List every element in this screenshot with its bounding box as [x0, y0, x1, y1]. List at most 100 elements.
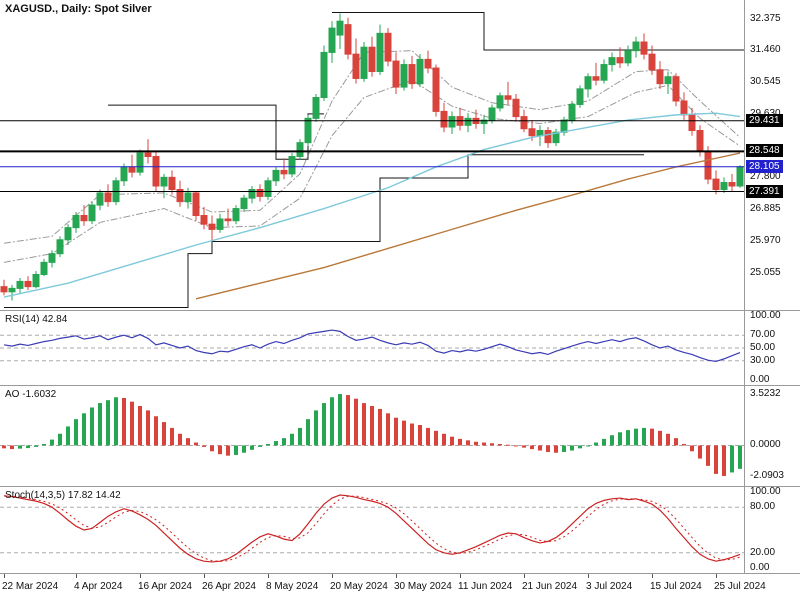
dashdot-band-lower	[3, 79, 741, 263]
ao-bar	[82, 413, 86, 446]
rsi-axis-label: 100.00	[750, 310, 781, 321]
ao-bar	[122, 397, 126, 446]
candle-body	[728, 182, 736, 187]
ao-bar	[226, 445, 230, 456]
ao-bar	[402, 420, 406, 446]
candle-body	[592, 76, 600, 81]
separator-ao-stoch[interactable]	[0, 486, 800, 487]
ao-bar	[114, 397, 118, 446]
ao-axis-label: 3.5232	[750, 388, 781, 399]
time-axis-label: 26 Apr 2024	[202, 581, 256, 592]
ao-bar	[690, 445, 694, 452]
main-chart-svg[interactable]	[0, 0, 744, 310]
ao-bar	[522, 445, 526, 448]
ao-bar	[314, 410, 318, 446]
ao-bar	[434, 430, 438, 446]
price-axis-label: 25.055	[750, 266, 781, 278]
ao-panel-label: AO -1.6032	[5, 389, 57, 400]
candle-body	[240, 197, 248, 210]
time-axis-label: 8 May 2024	[266, 581, 319, 592]
candle-body	[672, 76, 680, 102]
stoch-axis-label: 20.00	[750, 546, 776, 558]
rsi-chart-svg[interactable]	[0, 311, 744, 385]
ao-bar	[650, 428, 654, 446]
candle-body	[608, 57, 616, 66]
ao-bar	[730, 445, 734, 473]
ao-bar	[290, 433, 294, 446]
candle-body	[280, 169, 288, 175]
ao-bar	[698, 445, 702, 459]
ao-bar	[346, 395, 350, 446]
candle-body	[216, 218, 224, 230]
step-channel-upper	[332, 12, 744, 51]
ao-bar	[18, 445, 22, 449]
candle-body	[408, 64, 416, 85]
stoch-axis-label: 100.00	[750, 486, 781, 497]
candle-body	[400, 64, 408, 88]
ao-bar	[34, 445, 38, 447]
candle-body	[640, 41, 648, 55]
time-axis-tick	[268, 574, 269, 578]
candle-body	[688, 114, 696, 131]
candle-body	[552, 131, 560, 144]
ao-bar	[98, 403, 102, 446]
candle-body	[384, 32, 392, 62]
ao-bar	[722, 445, 726, 476]
price-level-label: 29.431	[746, 113, 783, 127]
time-axis-tick	[588, 574, 589, 578]
candle-body	[312, 97, 320, 119]
ao-chart-svg[interactable]	[0, 386, 744, 486]
price-axis-separator	[744, 0, 745, 574]
ao-bar	[42, 443, 46, 446]
candle-body	[648, 53, 656, 71]
time-axis-label: 15 Jul 2024	[650, 581, 702, 592]
ao-bar	[466, 440, 470, 446]
candle-body	[424, 58, 432, 69]
time-axis-tick	[4, 574, 5, 578]
ao-bar	[482, 442, 486, 446]
candle-body	[96, 192, 104, 206]
ao-bar	[586, 445, 590, 447]
candle-body	[376, 32, 384, 73]
ao-bar	[250, 445, 254, 450]
candle-body	[696, 129, 704, 152]
chart-title: XAGUSD., Daily: Spot Silver	[5, 3, 152, 15]
candle-body	[224, 218, 232, 222]
ao-bar	[202, 445, 206, 447]
separator-rsi-ao[interactable]	[0, 385, 800, 386]
time-axis-tick	[140, 574, 141, 578]
ao-bar	[578, 445, 582, 449]
ao-bar	[618, 432, 622, 446]
ao-bar	[538, 445, 542, 451]
time-axis-tick	[716, 574, 717, 578]
ao-bar	[514, 445, 518, 447]
candle-body	[168, 176, 176, 190]
ao-bar	[138, 406, 142, 446]
ao-bar	[210, 445, 214, 452]
ao-bar	[218, 445, 222, 455]
rsi-axis-label: 50.00	[750, 342, 776, 353]
ao-bar	[490, 443, 494, 446]
ao-bar	[506, 444, 510, 446]
candle-body	[80, 215, 88, 222]
ao-bar	[658, 430, 662, 446]
time-axis-tick	[204, 574, 205, 578]
price-axis-label: 31.460	[750, 44, 781, 56]
time-axis[interactable]: 22 Mar 2024 4 Apr 2024 16 Apr 2024 26 Apr 2…	[0, 574, 800, 600]
price-axis-label: 27.800	[750, 171, 781, 183]
candle-body	[712, 178, 720, 190]
candle-body	[304, 117, 312, 144]
time-axis-tick	[76, 574, 77, 578]
ao-bar	[370, 406, 374, 446]
price-axis[interactable]: 32.375 31.460 30.545 29.630 27.800 26.885 25.9…	[745, 0, 800, 574]
ao-bar	[354, 398, 358, 446]
stoch-chart-svg[interactable]	[0, 487, 744, 573]
rsi-line	[3, 329, 741, 363]
ao-bar	[66, 426, 70, 446]
ao-bar	[626, 430, 630, 446]
candle-body	[104, 192, 112, 203]
candle-body	[152, 156, 160, 187]
ao-bar	[594, 442, 598, 446]
ao-bar	[234, 445, 238, 455]
separator-main-rsi[interactable]	[0, 310, 800, 311]
